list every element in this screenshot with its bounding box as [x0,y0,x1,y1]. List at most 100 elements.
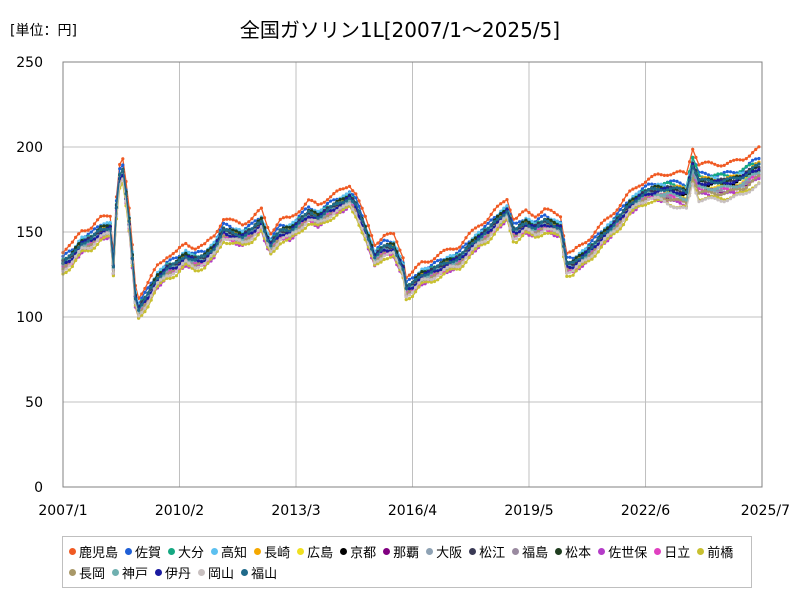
data-point [347,202,352,206]
data-point [83,248,87,253]
data-point [140,292,144,296]
data-point [212,240,216,244]
y-tick-label: 250 [16,55,43,71]
data-point [401,267,405,271]
data-point [741,158,745,162]
data-point [439,262,443,266]
y-tick-label: 150 [16,225,43,241]
data-point [159,278,163,282]
data-point [347,184,352,188]
data-point [303,202,307,206]
legend-marker-icon [125,548,133,555]
data-point [376,252,380,256]
data-point [209,246,213,250]
data-point [325,217,330,221]
data-point [681,191,685,195]
data-point [662,195,667,199]
data-point [177,256,182,260]
data-point [747,154,752,158]
data-point [694,171,698,175]
data-point [628,202,632,206]
data-point [480,240,484,244]
data-point [628,199,632,203]
legend-marker-icon [426,548,434,555]
data-point [480,243,484,247]
legend-item: 長岡 [69,562,105,583]
data-point [404,286,408,290]
data-point [143,297,147,301]
data-point [609,220,613,224]
data-point [285,228,289,232]
data-point [417,285,421,289]
data-point [716,198,720,202]
data-point [448,269,452,273]
data-point [288,225,292,229]
data-point [275,233,279,237]
data-point [310,222,314,226]
data-point [338,206,342,210]
data-point [495,214,500,218]
data-point [502,220,506,224]
data-point [354,202,358,206]
data-point [571,273,575,277]
data-point [448,254,452,258]
data-point [631,194,635,199]
data-point [499,202,503,206]
data-point [329,205,333,209]
data-point [552,224,556,228]
data-point [143,286,147,291]
data-point [631,208,635,212]
data-point [747,163,752,167]
data-point [83,235,87,239]
data-point [105,227,109,232]
data-point [599,231,604,235]
data-point [307,198,311,202]
data-point [300,229,304,233]
data-point [74,235,78,239]
data-point [285,238,289,242]
data-point [398,248,402,252]
data-point [64,267,68,271]
data-point [662,197,667,201]
data-point [684,206,689,210]
data-point [621,223,626,227]
data-point [653,195,657,200]
data-point [445,265,449,269]
data-point [505,210,509,214]
data-point [502,213,506,217]
data-point [568,265,572,270]
data-point [725,177,730,181]
data-point [713,181,717,185]
data-point [606,236,610,241]
data-point [149,285,153,289]
data-point [461,261,465,265]
data-point [751,166,755,170]
data-point [492,220,496,224]
data-point [307,209,311,213]
data-point [596,250,600,254]
data-point [625,205,629,209]
data-point [291,214,295,218]
data-point [672,206,676,210]
data-point [659,173,663,177]
data-point [410,294,415,299]
data-point [722,173,726,177]
data-point [603,240,607,244]
data-point [650,192,654,196]
data-point [322,200,326,204]
data-point [584,260,588,264]
data-point [495,204,500,208]
data-point [691,182,695,186]
data-point [587,249,591,253]
data-point [618,208,622,212]
data-point [757,171,761,175]
data-point [621,214,626,218]
data-point [669,204,673,208]
data-point [451,253,455,258]
data-point [177,269,182,273]
data-point [700,177,704,181]
data-point [392,242,396,246]
data-point [360,231,364,235]
data-point [464,260,468,264]
data-point [489,212,493,216]
